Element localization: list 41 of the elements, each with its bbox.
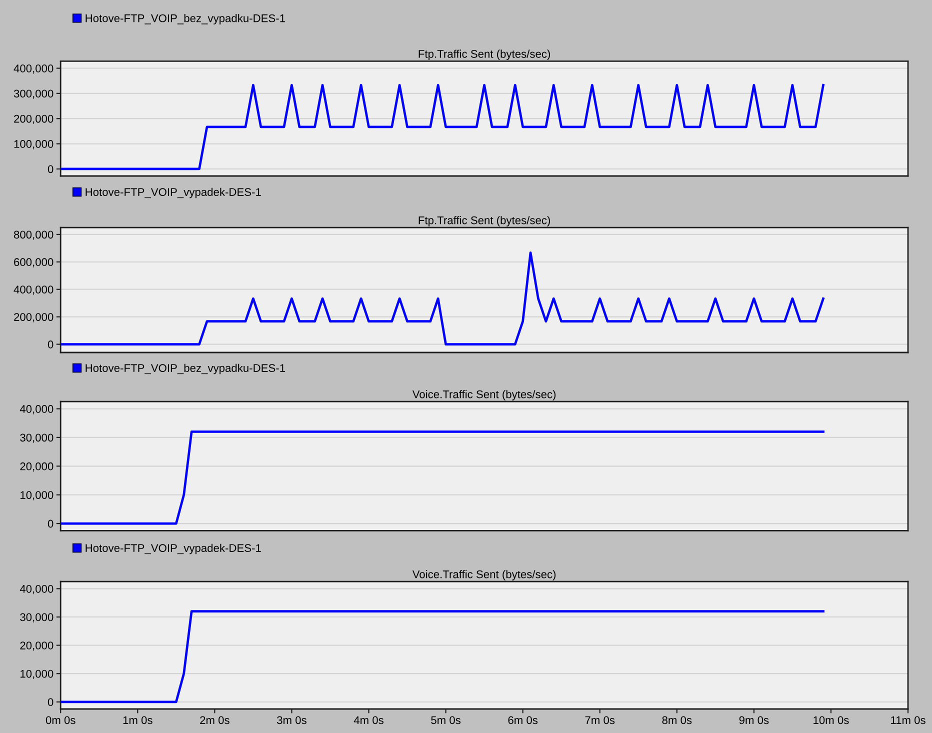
y-tick-label: 0 bbox=[48, 520, 54, 528]
x-tick-label: 5m 0s bbox=[431, 716, 461, 724]
y-tick-label: 0 bbox=[48, 165, 54, 174]
x-tick-label: 3m 0s bbox=[277, 716, 306, 724]
x-tick-label: 4m 0s bbox=[354, 716, 384, 724]
x-tick-label: 2m 0s bbox=[200, 716, 230, 724]
y-tick-label: 20,000 bbox=[20, 462, 54, 472]
y-tick-label: 800,000 bbox=[14, 230, 54, 240]
y-tick-label: 0 bbox=[48, 340, 54, 348]
y-tick-label: 30,000 bbox=[20, 613, 54, 622]
y-tick-label: 10,000 bbox=[20, 670, 54, 680]
x-tick-label: 11m 0s bbox=[891, 716, 926, 724]
line-series bbox=[60, 252, 824, 346]
chart-title: Ftp.Traffic Sent (bytes/sec) bbox=[418, 216, 550, 226]
y-tick-label: 400,000 bbox=[14, 64, 54, 74]
x-tick-label: 6m 0s bbox=[508, 716, 538, 724]
y-tick-label: 200,000 bbox=[14, 313, 54, 322]
legend-label: Hotove-FTP_VOIP_bez_vypadku-DES-1 bbox=[86, 14, 285, 24]
y-tick-label: 0 bbox=[48, 698, 54, 706]
legend-label: Hotove-FTP_VOIP_vypadek-DES-1 bbox=[86, 544, 261, 554]
y-tick-label: 400,000 bbox=[14, 286, 54, 295]
y-tick-label: 300,000 bbox=[14, 90, 54, 99]
x-tick-label: 10m 0s bbox=[814, 716, 849, 724]
y-tick-label: 600,000 bbox=[14, 258, 54, 268]
y-tick-label: 30,000 bbox=[20, 434, 54, 443]
y-tick-label: 200,000 bbox=[14, 114, 54, 124]
x-tick-label: 8m 0s bbox=[662, 716, 692, 724]
y-tick-label: 20,000 bbox=[20, 642, 54, 651]
chart-title: Voice.Traffic Sent (bytes/sec) bbox=[412, 570, 556, 580]
x-tick-label: 9m 0s bbox=[739, 716, 769, 724]
chart-title: Ftp.Traffic Sent (bytes/sec) bbox=[418, 50, 550, 60]
x-tick-label: 0m 0s bbox=[46, 716, 76, 724]
legend-label: Hotove-FTP_VOIP_bez_vypadku-DES-1 bbox=[86, 364, 285, 374]
x-tick-label: 1m 0s bbox=[123, 716, 152, 724]
y-tick-label: 40,000 bbox=[20, 584, 54, 594]
y-tick-label: 40,000 bbox=[20, 405, 54, 414]
legend-label: Hotove-FTP_VOIP_vypadek-DES-1 bbox=[86, 188, 261, 198]
chart-title: Voice.Traffic Sent (bytes/sec) bbox=[412, 390, 556, 400]
y-tick-label: 10,000 bbox=[20, 491, 54, 500]
x-tick-label: 7m 0s bbox=[585, 716, 615, 724]
y-tick-label: 100,000 bbox=[14, 140, 54, 150]
